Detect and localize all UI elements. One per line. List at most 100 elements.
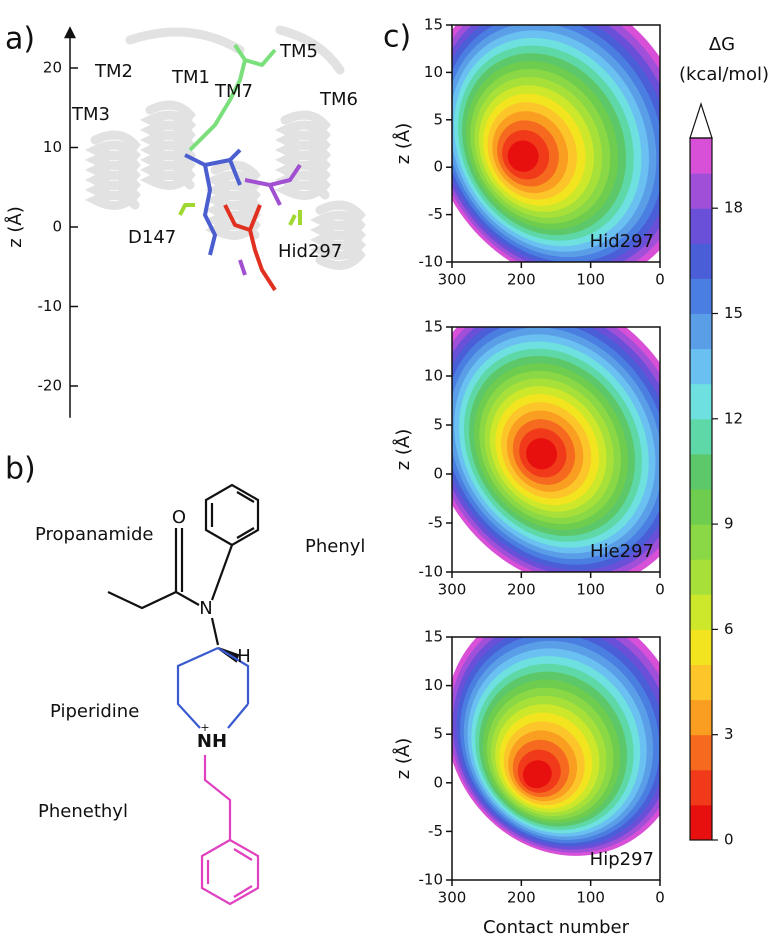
- colorbar-band: [690, 734, 712, 771]
- axis-label: z (Å): [392, 123, 414, 165]
- group-label: Piperidine: [50, 701, 139, 722]
- tick-label: 0: [655, 889, 665, 907]
- tick-label: 5: [433, 725, 443, 743]
- atom: O: [172, 507, 186, 528]
- plot-label: Hip297: [590, 849, 654, 870]
- colorbar-band: [690, 629, 712, 665]
- tick-label: 300: [438, 271, 467, 289]
- colorbar-band: [690, 418, 712, 455]
- group-label: Propanamide: [35, 524, 154, 545]
- tick-label: 15: [724, 304, 743, 322]
- colorbar-band: [690, 489, 712, 525]
- contour-level: [526, 438, 558, 470]
- annotation: TM6: [319, 89, 358, 110]
- tick-label: 0: [724, 831, 734, 849]
- plot-frame: [451, 24, 661, 263]
- tick-label: 100: [576, 271, 605, 289]
- contour-map: [452, 25, 660, 262]
- annotation: Hid297: [278, 241, 342, 262]
- tick-label: 0: [433, 773, 443, 791]
- group-label: Phenethyl: [38, 801, 128, 822]
- ligand-sticks: [178, 43, 302, 292]
- axis-label: z (Å): [4, 206, 26, 248]
- plot-label: Hid297: [590, 231, 654, 252]
- plot-label: Hie297: [590, 541, 654, 562]
- tick-label: -20: [38, 377, 63, 395]
- tick-label: 15: [424, 318, 443, 336]
- colorbar-band: [690, 278, 712, 314]
- tick-label: 10: [43, 138, 62, 156]
- tick-label: 15: [424, 628, 443, 646]
- contour-level: [522, 760, 552, 789]
- contour-level: [507, 140, 539, 172]
- axis-label: z (Å): [392, 738, 414, 780]
- protein-ribbons: [84, 25, 366, 270]
- tick-label: 100: [576, 889, 605, 907]
- colorbar-band: [690, 453, 712, 490]
- panel-label: c): [383, 20, 411, 55]
- colorbar-frame: [689, 137, 713, 841]
- atom: N: [199, 598, 212, 619]
- tick-label: 3: [724, 725, 734, 743]
- tick-label: -10: [419, 253, 444, 271]
- colorbar-band: [690, 804, 712, 841]
- tick-label: 5: [433, 416, 443, 434]
- colorbar-band: [690, 138, 712, 174]
- tick-label: 9: [724, 515, 734, 533]
- panel-label: b): [5, 452, 36, 487]
- tick-label: 100: [576, 581, 605, 599]
- tick-label: -10: [419, 563, 444, 581]
- colorbar-band: [690, 699, 712, 736]
- colorbar-band: [690, 208, 712, 244]
- tick-label: 0: [433, 158, 443, 176]
- tick-label: 0: [433, 465, 443, 483]
- colorbar-band: [690, 664, 712, 701]
- atom: NH: [197, 731, 227, 752]
- tick-label: 200: [507, 581, 536, 599]
- tick-label: 5: [433, 110, 443, 128]
- tick-label: 0: [52, 218, 62, 236]
- tick-label: 0: [655, 581, 665, 599]
- tick-label: 300: [438, 889, 467, 907]
- atom: H: [237, 646, 251, 667]
- colorbar-band: [690, 243, 712, 279]
- colorbar-band: [690, 313, 712, 350]
- colorbar-unit: (kcal/mol): [679, 64, 769, 85]
- annotation: D147: [128, 227, 176, 248]
- colorbar-band: [690, 383, 712, 420]
- tick-label: 10: [424, 367, 443, 385]
- tick-label: 18: [724, 199, 743, 217]
- tick-label: 200: [507, 271, 536, 289]
- colorbar-band: [690, 559, 712, 595]
- tick-label: 20: [43, 59, 62, 77]
- tick-label: -5: [428, 822, 443, 840]
- group-label: Phenyl: [305, 536, 365, 557]
- tick-label: 12: [724, 409, 743, 427]
- atom-charge: +: [200, 721, 209, 734]
- tick-label: 10: [424, 63, 443, 81]
- annotation: TM7: [214, 81, 253, 102]
- axis-arrow: [64, 26, 76, 39]
- tick-label: -10: [419, 871, 444, 889]
- contour-map: [452, 637, 660, 856]
- colorbar-band: [690, 769, 712, 806]
- axis-label: Contact number: [483, 917, 630, 938]
- plot-frame: [451, 326, 661, 573]
- tick-label: 10: [424, 676, 443, 694]
- colorbar-title: ΔG: [709, 34, 735, 55]
- tick-label: 0: [655, 271, 665, 289]
- colorbar-band: [690, 173, 712, 209]
- colorbar-band: [690, 524, 712, 560]
- axis-label: z (Å): [392, 429, 414, 471]
- panel-label: a): [5, 22, 35, 57]
- tick-label: -5: [428, 514, 443, 532]
- annotation: TM2: [94, 61, 133, 82]
- plot-frame: [451, 636, 661, 881]
- tick-label: 6: [724, 620, 734, 638]
- colorbar-band: [690, 348, 712, 385]
- tick-label: 200: [507, 889, 536, 907]
- contour-map: [452, 327, 660, 572]
- tick-label: -10: [38, 297, 63, 315]
- colorbar-extend: [689, 102, 713, 139]
